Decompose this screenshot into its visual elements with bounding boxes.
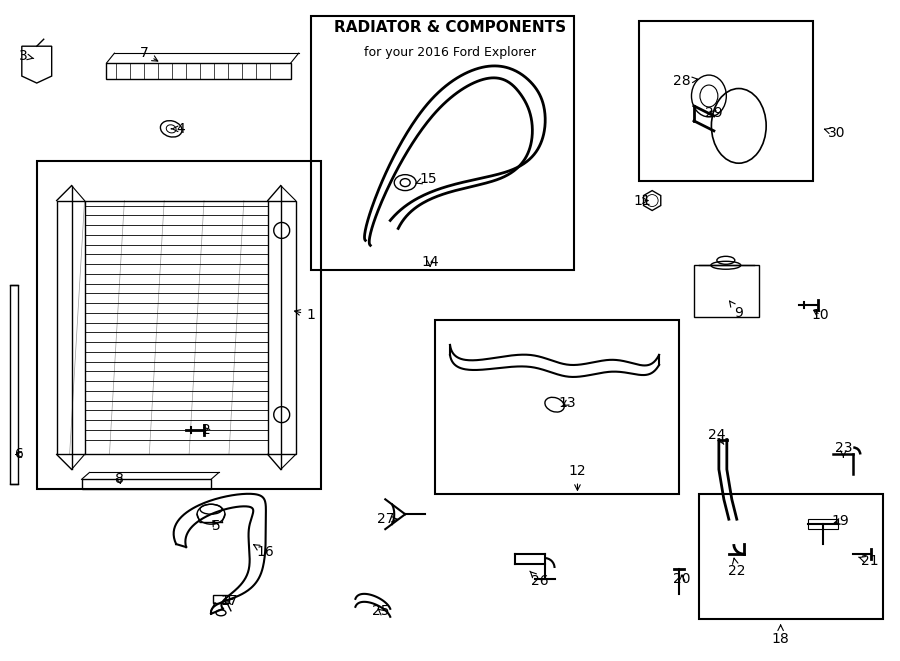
Bar (37, 161, 320, 489)
Text: 7: 7 (140, 46, 158, 61)
Bar (808, 519, 839, 529)
Text: 3: 3 (20, 49, 33, 63)
Text: 11: 11 (634, 194, 651, 208)
Bar (10, 285, 18, 485)
Text: 29: 29 (705, 106, 723, 120)
Bar (106, 63, 291, 79)
Text: 25: 25 (372, 603, 389, 618)
Text: 15: 15 (416, 172, 436, 186)
Bar (213, 595, 229, 603)
Text: 6: 6 (15, 447, 24, 461)
Text: 20: 20 (673, 572, 691, 586)
Text: RADIATOR & COMPONENTS: RADIATOR & COMPONENTS (334, 20, 566, 35)
Text: 4: 4 (171, 122, 185, 136)
Text: 18: 18 (771, 625, 789, 646)
Bar (435, 320, 679, 494)
Text: 21: 21 (859, 554, 879, 568)
Bar (57, 200, 85, 455)
Text: 19: 19 (832, 514, 850, 528)
Text: 13: 13 (559, 396, 576, 410)
Text: 2: 2 (202, 422, 211, 436)
Text: 9: 9 (730, 301, 743, 320)
Bar (699, 494, 883, 619)
Text: 23: 23 (834, 440, 852, 457)
Text: 5: 5 (212, 519, 220, 533)
Text: 27: 27 (376, 512, 397, 526)
Text: 28: 28 (673, 74, 698, 88)
Text: for your 2016 Ford Explorer: for your 2016 Ford Explorer (364, 46, 536, 59)
Bar (268, 200, 296, 455)
Text: 17: 17 (220, 594, 238, 608)
Bar (639, 21, 814, 180)
Text: 16: 16 (254, 545, 274, 559)
Bar (310, 17, 574, 270)
Text: 10: 10 (812, 308, 829, 322)
Text: 12: 12 (569, 465, 586, 490)
Text: 22: 22 (728, 558, 745, 578)
Text: 30: 30 (824, 126, 845, 140)
Text: 14: 14 (421, 255, 439, 269)
Text: 24: 24 (708, 428, 725, 444)
Text: 8: 8 (115, 473, 124, 486)
Bar (82, 479, 211, 489)
Text: 26: 26 (530, 571, 548, 588)
Text: 1: 1 (294, 308, 315, 322)
Bar (694, 265, 759, 317)
